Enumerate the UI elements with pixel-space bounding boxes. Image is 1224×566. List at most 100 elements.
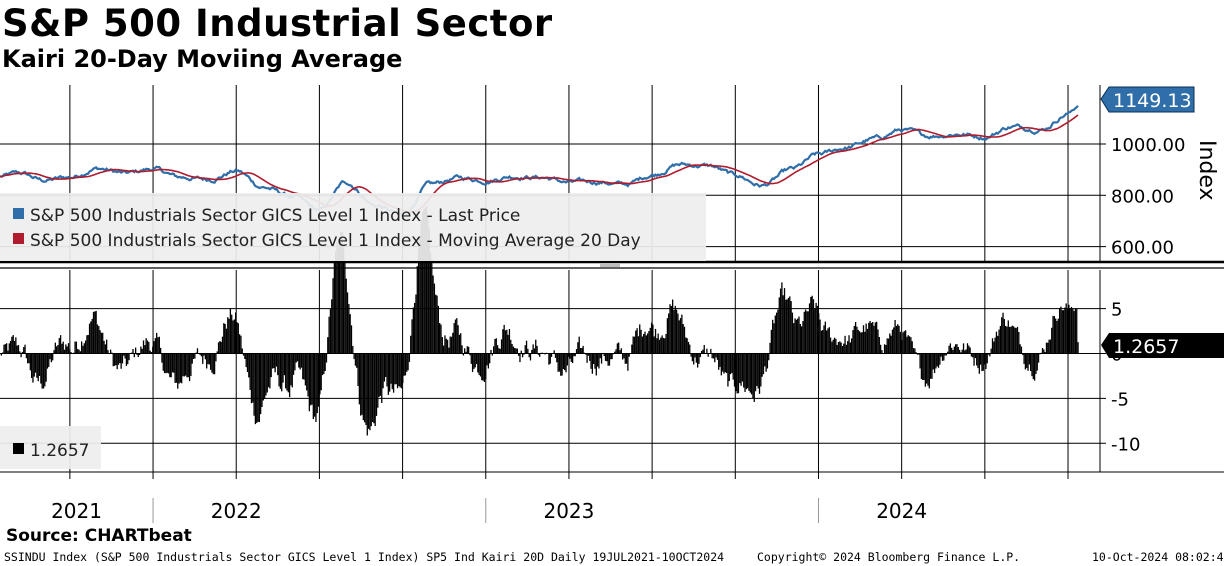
last-price-badge-shape [1100, 86, 1195, 113]
kairi-bar [744, 353, 746, 393]
kairi-bar [1016, 326, 1019, 354]
kairi-bar [546, 353, 549, 354]
kairi-bar [211, 353, 213, 373]
kairi-bar [656, 338, 658, 354]
kairi-bar [535, 339, 537, 354]
kairi-bar [36, 353, 38, 378]
kairi-bar [17, 345, 20, 354]
kairi-bar [453, 323, 455, 354]
kairi-bar [461, 345, 463, 354]
kairi-bar [69, 349, 71, 354]
kairi-bar [674, 305, 676, 354]
kairi-bar [819, 319, 821, 354]
kairi-bar [495, 338, 497, 354]
kairi-bar [407, 353, 409, 371]
kairi-bar [700, 350, 703, 354]
kairi-bar [698, 353, 700, 364]
kairi-bar [357, 353, 359, 386]
kairi-bar [731, 353, 733, 373]
kairi-bar [1032, 353, 1034, 380]
kairi-bar [1039, 353, 1041, 355]
kairi-bar [564, 353, 566, 371]
kairi-bar [922, 353, 924, 381]
kairi-bar [581, 348, 583, 354]
kairi-bar [490, 349, 492, 354]
kairi-bar [1069, 308, 1071, 354]
kairi-bar [256, 353, 258, 423]
lower-y-tick-label: 5 [1111, 300, 1122, 321]
kairi-bar [1055, 318, 1057, 354]
kairi-bar [927, 353, 929, 386]
kairi-bar [194, 353, 196, 359]
kairi-bar [904, 330, 907, 354]
legend-label-kairi: 1.2657 [30, 441, 89, 461]
kairi-bar [83, 343, 85, 354]
kairi-bar [341, 231, 343, 354]
kairi-bar [381, 353, 383, 404]
kairi-bar [569, 353, 571, 359]
kairi-bar [120, 353, 122, 369]
kairi-bar [390, 353, 392, 384]
kairi-bar [533, 348, 536, 354]
kairi-bar [945, 353, 948, 356]
kairi-bar [951, 347, 953, 354]
panel-resize-handle[interactable] [600, 263, 620, 267]
kairi-bar [208, 353, 210, 365]
kairi-bar [926, 353, 928, 384]
kairi-bar [82, 345, 84, 354]
kairi-bar [1062, 310, 1065, 354]
kairi-bar [848, 335, 850, 354]
kairi-bar [949, 343, 952, 354]
kairi-bar [624, 353, 626, 364]
kairi-bar [685, 337, 687, 354]
kairi-bar [627, 353, 629, 371]
kairi-bar [9, 340, 12, 354]
kairi-bar [286, 353, 288, 391]
kairi-bar [558, 353, 561, 372]
kairi-bar [200, 353, 203, 357]
kairi-bar [417, 247, 420, 354]
price-lines [0, 104, 1079, 216]
kairi-bar [285, 353, 287, 389]
kairi-bar [462, 353, 465, 356]
kairi-bar [382, 353, 384, 389]
kairi-bar [750, 353, 753, 395]
kairi-bar [1056, 320, 1058, 354]
kairi-bar [232, 320, 234, 354]
kairi-bar [452, 332, 454, 354]
kairi-bar [911, 341, 913, 354]
kairi-bar [411, 319, 413, 354]
kairi-bar [109, 349, 112, 354]
kairi-bar [774, 315, 776, 354]
kairi-bar [877, 329, 879, 354]
kairi-bar [273, 353, 275, 369]
kairi-bar [1041, 347, 1044, 354]
kairi-bar [423, 209, 425, 354]
kairi-bar [23, 347, 25, 354]
kairi-bar [977, 353, 979, 369]
kairi-bar [802, 321, 804, 354]
legend-swatch-moving-average [13, 233, 24, 244]
upper-y-tick-label: 1000.00 [1111, 135, 1185, 156]
kairi-bar [166, 353, 168, 373]
kairi-bar [157, 337, 159, 354]
kairi-bar [170, 353, 172, 378]
kairi-bar [75, 341, 78, 354]
kairi-bar [59, 335, 62, 354]
kairi-bar [287, 353, 289, 393]
kairi-bar [596, 353, 599, 367]
kairi-bar [593, 353, 595, 365]
kairi-bar [1026, 353, 1028, 369]
kairi-bar [183, 353, 185, 377]
kairi-bar [982, 353, 984, 371]
kairi-bar [920, 353, 923, 380]
kairi-bar [270, 353, 272, 378]
kairi-bar [854, 321, 857, 354]
kairi-bar [811, 295, 813, 354]
kairi-bar [969, 347, 971, 354]
kairi-bar [112, 353, 114, 367]
kairi-bar [1047, 342, 1049, 354]
kairi-bar [331, 299, 333, 354]
kairi-bar [479, 353, 482, 377]
kairi-bar [142, 340, 145, 354]
